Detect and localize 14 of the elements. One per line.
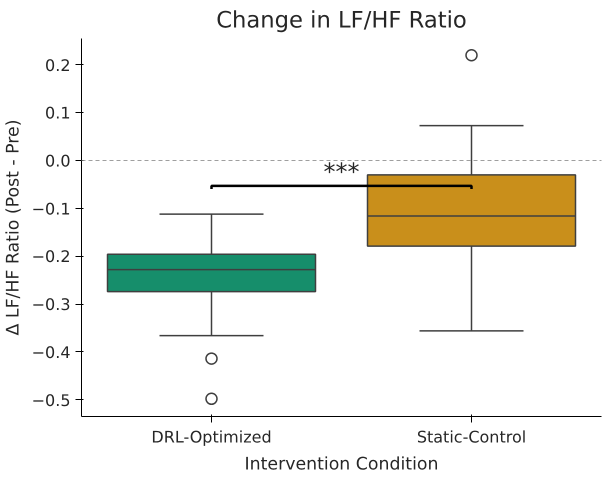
y-tick-label: −0.2 [32,247,71,266]
y-tick-label: −0.4 [32,342,71,362]
y-axis-title: Δ LF/HF Ratio (Post - Pre) [4,120,24,336]
x-axis-title: Intervention Condition [244,454,438,474]
y-tick-label: 0.0 [45,152,71,171]
y-tick-label: 0.1 [45,104,71,123]
annotation: *** [324,158,360,186]
x-tick-label: Static-Control [416,428,526,446]
y-tick-label: −0.1 [32,199,71,218]
y-tick-label: −0.5 [32,390,71,410]
y-tick-label: −0.3 [32,295,71,314]
y-tick-label: 0.2 [45,56,71,75]
x-tick-label: DRL-Optimized [151,428,272,446]
chart-title: Change in LF/HF Ratio [216,8,467,34]
